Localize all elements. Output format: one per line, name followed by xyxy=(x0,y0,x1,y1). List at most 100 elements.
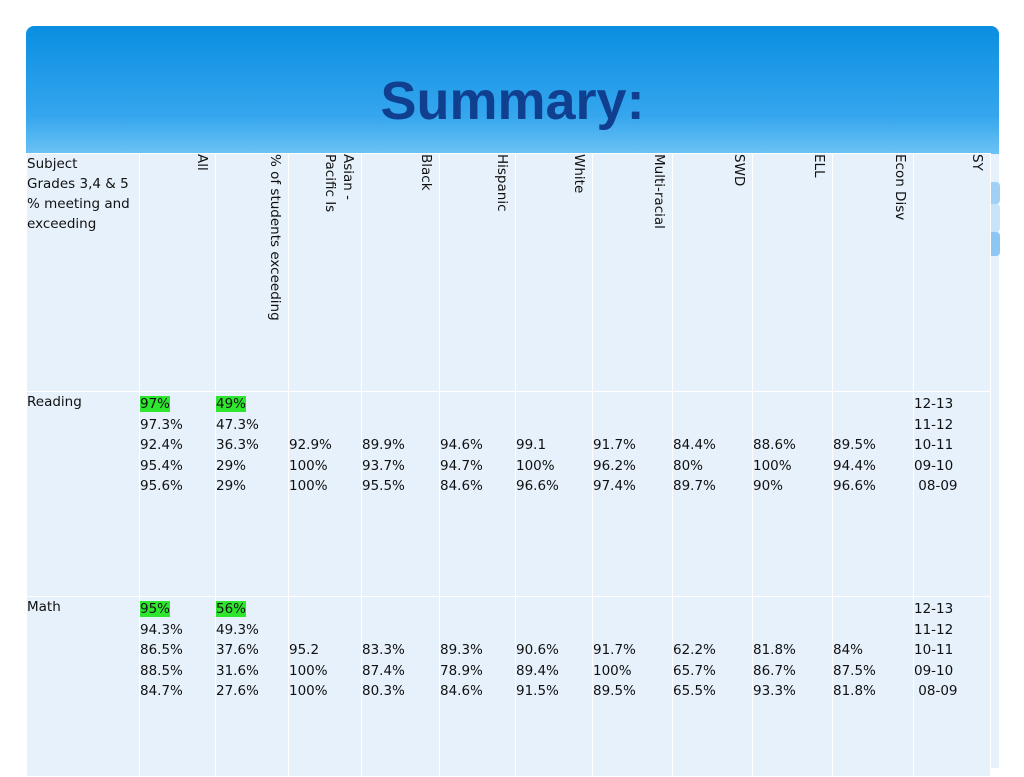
cell-asian-pacific: 92.9% 100% 100% xyxy=(288,391,362,597)
column-header-asian-pacific: Asian - Pacific Is xyxy=(288,153,362,392)
column-header-ell: ELL xyxy=(752,153,833,392)
cell-value: 81.8% xyxy=(833,683,876,699)
cell-value: 100% xyxy=(593,662,632,679)
decorative-bar xyxy=(988,232,1000,256)
cell-value: 89.4% xyxy=(516,662,559,679)
cell-value: 36.3% xyxy=(216,437,259,453)
cell-value: 87.4% xyxy=(362,662,405,679)
cell-multi-racial: 91.7% 96.2% 97.4% xyxy=(592,391,673,597)
cell-value: 92.4% xyxy=(140,437,183,453)
table-row-math: Math 95% 94.3% 86.5% 88.5% 84.7% 56% 49.… xyxy=(26,596,991,777)
cell-value: 100% xyxy=(289,683,328,699)
cell-value: 88.5% xyxy=(140,662,183,679)
cell-value: 10-11 xyxy=(914,437,954,453)
cell-ell: 88.6% 100% 90% xyxy=(752,391,833,597)
cell-econ-disv: 84% 87.5% 81.8% xyxy=(832,596,914,777)
cell-all: 97% 97.3% 92.4% 95.4% 95.6% xyxy=(139,391,216,597)
cell-value: 95.2 xyxy=(289,642,320,658)
column-header-label: Hispanic xyxy=(494,154,510,212)
cell-sy: 12-13 11-12 10-11 09-10 08-09 xyxy=(913,596,991,777)
cell-value: 100% xyxy=(289,662,328,679)
cell-value: 65.7% xyxy=(673,662,716,679)
cell-value: 37.6% xyxy=(216,642,259,658)
column-header-exceeding: % of students exceeding xyxy=(215,153,289,392)
cell-value: 96.6% xyxy=(833,478,876,494)
subject-label: Reading xyxy=(26,391,140,597)
cell-value: 97.3% xyxy=(140,416,183,433)
cell-value: 27.6% xyxy=(216,683,259,699)
cell-white: 99.1 100% 96.6% xyxy=(515,391,593,597)
cell-value: 86.7% xyxy=(753,662,796,679)
cell-econ-disv: 89.5% 94.4% 96.6% xyxy=(832,391,914,597)
cell-value: 89.5% xyxy=(833,437,876,453)
column-header-multi-racial: Multi-racial xyxy=(592,153,673,392)
cell-value: 47.3% xyxy=(216,416,259,433)
highlighted-value: 49% xyxy=(216,396,247,412)
cell-value: 95.4% xyxy=(140,457,183,474)
cell-value: 93.7% xyxy=(362,457,405,474)
cell-value: 78.9% xyxy=(440,662,483,679)
cell-value: 84.6% xyxy=(440,683,483,699)
cell-value: 100% xyxy=(289,457,328,474)
highlighted-value: 56% xyxy=(216,601,247,617)
cell-all: 95% 94.3% 86.5% 88.5% 84.7% xyxy=(139,596,216,777)
cell-value: 91.5% xyxy=(516,683,559,699)
cell-value: 83.3% xyxy=(362,642,405,658)
column-header-all: All xyxy=(139,153,216,392)
column-header-label: SWD xyxy=(731,154,747,187)
cell-hispanic: 89.3% 78.9% 84.6% xyxy=(439,596,516,777)
column-header-hispanic: Hispanic xyxy=(439,153,516,392)
cell-value: 49.3% xyxy=(216,621,259,638)
column-header-white: White xyxy=(515,153,593,392)
cell-value: 86.5% xyxy=(140,642,183,658)
highlighted-value: 95% xyxy=(140,601,171,617)
cell-value: 90% xyxy=(753,478,784,494)
cell-value: 09-10 xyxy=(914,662,954,679)
cell-value: 95.6% xyxy=(140,478,183,494)
cell-white: 90.6% 89.4% 91.5% xyxy=(515,596,593,777)
cell-asian-pacific: 95.2 100% 100% xyxy=(288,596,362,777)
cell-value: 94.4% xyxy=(833,457,876,474)
cell-sy: 12-13 11-12 10-11 09-10 08-09 xyxy=(913,391,991,597)
column-header-label: All xyxy=(194,154,210,171)
cell-value: 94.3% xyxy=(140,621,183,638)
cell-value: 31.6% xyxy=(216,662,259,679)
cell-value: 91.7% xyxy=(593,437,636,453)
cell-value: 84.7% xyxy=(140,683,183,699)
cell-value: 29% xyxy=(216,457,247,474)
cell-value: 89.3% xyxy=(440,642,483,658)
cell-exceeding: 56% 49.3% 37.6% 31.6% 27.6% xyxy=(215,596,289,777)
cell-value: 09-10 xyxy=(914,457,954,474)
cell-value: 12-13 xyxy=(914,601,954,617)
column-header-sy: SY xyxy=(913,153,991,392)
cell-hispanic: 94.6% 94.7% 84.6% xyxy=(439,391,516,597)
cell-value: 65.5% xyxy=(673,683,716,699)
cell-value: 100% xyxy=(516,457,555,474)
column-header-label: Multi-racial xyxy=(651,154,667,229)
cell-value: 80.3% xyxy=(362,683,405,699)
cell-value: 89.9% xyxy=(362,437,405,453)
header-row: Subject Grades 3,4 & 5 % meeting and exc… xyxy=(26,153,991,392)
cell-value: 90.6% xyxy=(516,642,559,658)
column-header-label: SY xyxy=(969,154,985,171)
cell-value: 29% xyxy=(216,478,247,494)
cell-value: 88.6% xyxy=(753,437,796,453)
cell-value: 94.6% xyxy=(440,437,483,453)
cell-value: 89.5% xyxy=(593,683,636,699)
cell-value: 91.7% xyxy=(593,642,636,658)
cell-value: 12-13 xyxy=(914,396,954,412)
cell-value: 94.7% xyxy=(440,457,483,474)
cell-ell: 81.8% 86.7% 93.3% xyxy=(752,596,833,777)
cell-multi-racial: 91.7% 100% 89.5% xyxy=(592,596,673,777)
cell-value: 93.3% xyxy=(753,683,796,699)
cell-value: 89.7% xyxy=(673,478,716,494)
cell-black: 89.9% 93.7% 95.5% xyxy=(361,391,440,597)
table-row-reading: Reading 97% 97.3% 92.4% 95.4% 95.6% 49% … xyxy=(26,391,991,597)
column-header-label: Black xyxy=(418,154,434,191)
highlighted-value: 97% xyxy=(140,396,171,412)
cell-value: 92.9% xyxy=(289,437,332,453)
column-header-label: Econ Disv xyxy=(892,154,908,221)
column-header-label: White xyxy=(571,154,587,194)
cell-value: 96.6% xyxy=(516,478,559,494)
cell-exceeding: 49% 47.3% 36.3% 29% 29% xyxy=(215,391,289,597)
